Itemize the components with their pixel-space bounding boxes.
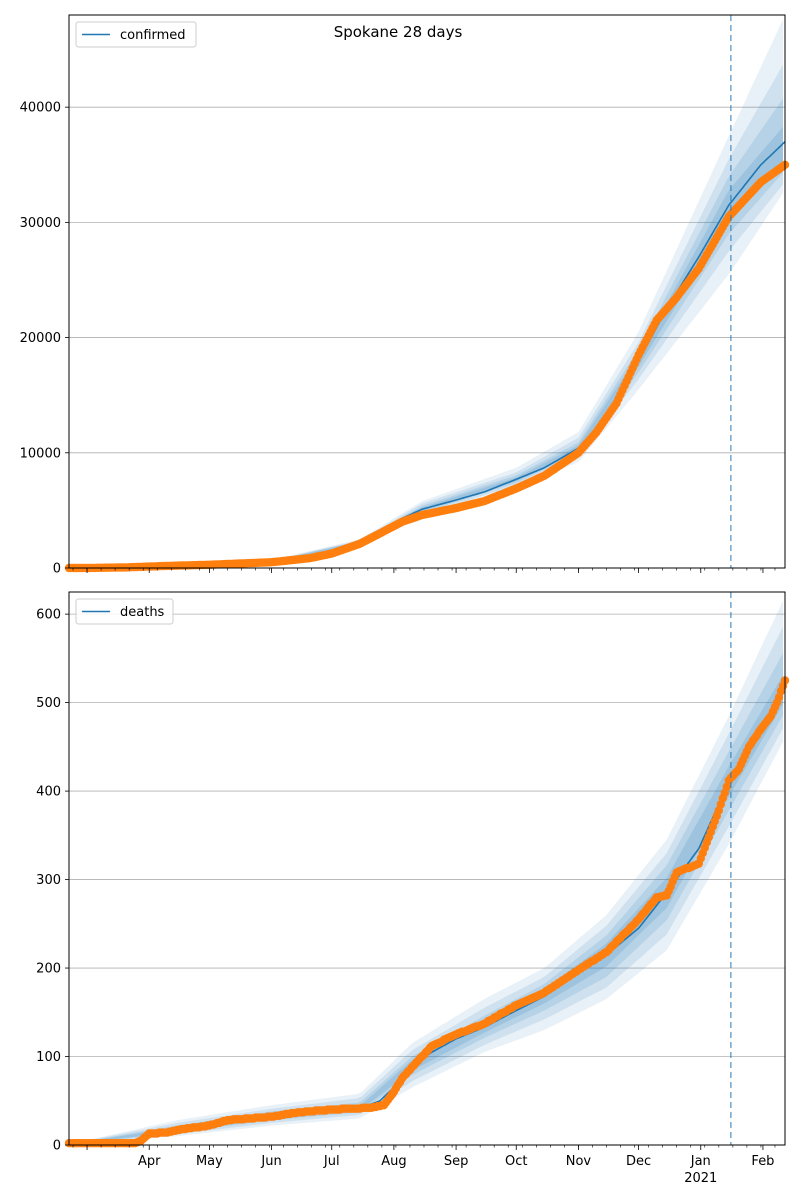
confirmed-axes-frame [68, 14, 786, 569]
deaths-xtick-year-label: 2021 [684, 1171, 717, 1186]
deaths-xtick-label: Jun [260, 1154, 281, 1169]
deaths-xtick-label: Jan [690, 1154, 711, 1169]
chart-title: Spokane 28 days [334, 23, 463, 41]
deaths-interval-band [69, 653, 783, 1145]
deaths-xtick-label: Jul [323, 1154, 340, 1169]
deaths-ytick-label: 500 [36, 696, 61, 711]
deaths-ytick-label: 300 [36, 873, 61, 888]
confirmed-ytick-label: 10000 [20, 446, 61, 461]
confirmed-ytick-label: 0 [53, 562, 61, 577]
deaths-ytick-label: 400 [36, 785, 61, 800]
deaths-ytick-label: 600 [36, 608, 61, 623]
deaths-interval-band [69, 626, 783, 1145]
deaths-xtick-label: Apr [138, 1154, 161, 1169]
deaths-xtick-label: May [196, 1154, 223, 1169]
confirmed-ytick-label: 30000 [20, 216, 61, 231]
deaths-axes-frame [68, 591, 786, 1146]
deaths-ytick-label: 100 [36, 1050, 61, 1065]
deaths-legend-box [75, 598, 174, 625]
deaths-xtick-label: Nov [566, 1154, 592, 1169]
deaths-ytick-label: 200 [36, 962, 61, 977]
confirmed-legend-box [75, 21, 197, 48]
deaths-xtick-label: Aug [381, 1154, 406, 1169]
confirmed-legend-label: confirmed [120, 28, 186, 43]
deaths-interval-band [69, 675, 783, 1145]
deaths-xtick-label: Dec [626, 1154, 651, 1169]
confirmed-ytick-label: 40000 [20, 101, 61, 116]
deaths-xtick-label: Feb [751, 1154, 774, 1169]
deaths-interval-band [69, 600, 783, 1145]
deaths-legend-label: deaths [120, 605, 165, 620]
confirmed-ytick-label: 20000 [20, 331, 61, 346]
deaths-xtick-label: Sep [444, 1154, 469, 1169]
deaths-xtick-label: Oct [505, 1154, 527, 1169]
deaths-panel: 0 100 200 300 400 500 600 Apr May Jun Jul Aug Sep Oct… [36, 591, 790, 1186]
confirmed-panel: 0 10000 20000 30000 40000 confirmed [20, 14, 790, 577]
deaths-ytick-label: 0 [53, 1139, 61, 1154]
